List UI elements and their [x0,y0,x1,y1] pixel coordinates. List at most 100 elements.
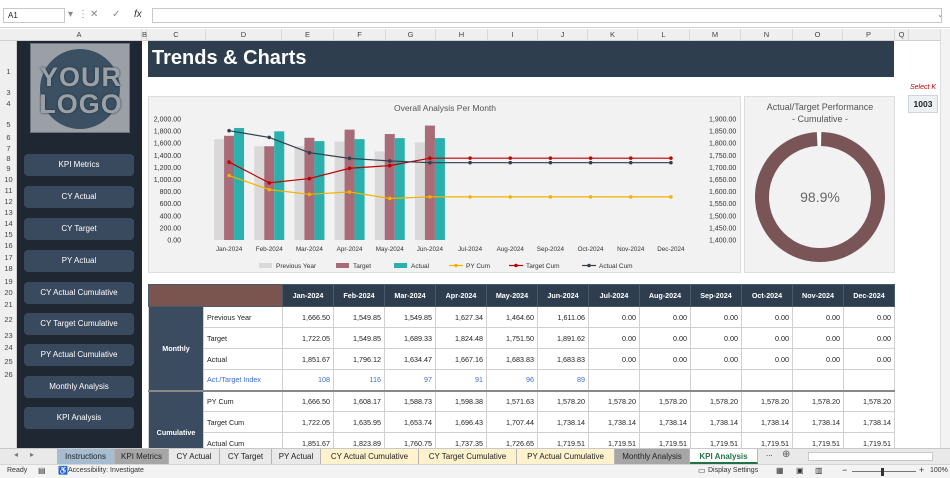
table-cell[interactable]: 1,751.50 [486,327,538,349]
table-cell[interactable]: 1,824.48 [435,327,487,349]
tab-scroll-left-icon[interactable]: ◂ [14,450,19,459]
row-header-12[interactable]: 12 [4,197,13,206]
column-header-b[interactable]: B [142,29,148,41]
point-py-cum[interactable] [387,196,392,201]
point-actual-cum[interactable] [307,150,312,155]
bar-target[interactable] [384,134,395,240]
bar-target[interactable] [424,125,435,240]
table-cell[interactable]: 1,707.44 [486,411,538,433]
bar-actual[interactable] [314,141,325,240]
row-header-11[interactable]: 11 [4,186,13,195]
table-cell[interactable]: 1,588.73 [384,389,436,412]
table-cell[interactable]: 96 [486,369,538,391]
table-cell[interactable]: 0.00 [690,348,742,370]
table-cell[interactable]: 1,578.20 [741,389,793,412]
table-cell[interactable]: 1,722.05 [282,327,334,349]
table-cell[interactable]: 1,667.16 [435,348,487,370]
table-cell[interactable]: 1,627.34 [435,306,487,328]
table-cell[interactable]: 1,796.12 [333,348,385,370]
formula-input[interactable] [152,8,942,23]
row-header-20[interactable]: 20 [4,288,13,297]
point-target-cum[interactable] [669,156,673,160]
table-cell[interactable]: 1,738.14 [588,411,640,433]
sheet-tab-py-actual-cumulative[interactable]: PY Actual Cumulative [517,449,615,464]
table-cell[interactable]: 0.00 [741,348,793,370]
point-py-cum[interactable] [307,192,312,197]
nav-button-cy-target-cumulative[interactable]: CY Target Cumulative [24,313,134,335]
table-cell[interactable]: 0.00 [639,327,691,349]
row-header-13[interactable]: 13 [4,208,13,217]
column-header-j[interactable]: J [538,29,588,41]
zoom-out-icon[interactable]: − [842,465,848,475]
page-break-icon[interactable]: ▥ [815,466,823,475]
point-actual-cum[interactable] [548,160,553,165]
point-target-cum[interactable] [508,156,513,160]
row-header-23[interactable]: 23 [4,331,13,340]
point-target-cum[interactable] [548,156,553,160]
point-target-cum[interactable] [468,156,472,160]
row-label[interactable]: PY Cum [203,389,283,412]
accessibility-icon[interactable]: ♿ [58,466,68,475]
table-cell[interactable]: 1,578.20 [537,389,589,412]
point-py-cum[interactable] [548,195,553,199]
sheet-tab-instructions[interactable]: Instructions [57,449,115,464]
column-header-f[interactable]: F [334,29,386,41]
row-header-14[interactable]: 14 [4,219,13,228]
table-cell[interactable]: 0.00 [792,306,844,328]
sheet-tab-cy-actual-cumulative[interactable]: CY Actual Cumulative [321,449,419,464]
horizontal-scrollbar[interactable] [808,452,933,461]
sheet-tab-cy-actual[interactable]: CY Actual [169,449,220,464]
bar-target[interactable] [344,129,355,240]
column-header-c[interactable]: C [147,29,206,41]
table-cell[interactable]: 1,571.63 [486,389,538,412]
point-target-cum[interactable] [428,156,432,160]
point-target-cum[interactable] [628,156,633,160]
tabs-more[interactable]: ... [766,449,773,458]
column-header-d[interactable]: D [206,29,282,41]
table-cell[interactable]: 1,598.38 [435,389,487,412]
table-cell[interactable]: 1,738.14 [792,411,844,433]
bar-previous-year[interactable] [254,146,265,240]
point-py-cum[interactable] [468,195,472,199]
bar-actual[interactable] [274,131,285,240]
table-cell[interactable]: 0.00 [843,306,895,328]
column-header-n[interactable]: N [741,29,793,41]
table-cell[interactable]: 1,578.20 [792,389,844,412]
point-target-cum[interactable] [347,166,352,171]
point-target-cum[interactable] [588,156,593,160]
table-cell[interactable]: 1,549.85 [384,306,436,328]
point-actual-cum[interactable] [387,159,392,163]
bar-target[interactable] [224,135,235,240]
row-label[interactable]: Target [203,327,283,349]
performance-donut-chart[interactable]: Actual/Target Performance - Cumulative - 9… [744,96,895,273]
point-actual-cum[interactable] [628,160,633,165]
nav-button-kpi-analysis[interactable]: KPI Analysis [24,407,134,429]
table-cell[interactable]: 1,611.06 [537,306,589,328]
line-actual-cum[interactable] [228,130,671,164]
table-cell[interactable]: 1,635.95 [333,411,385,433]
row-header-25[interactable]: 25 [4,357,13,366]
point-target-cum[interactable] [227,160,231,164]
add-sheet-icon[interactable]: ⊕ [782,449,791,460]
row-header-22[interactable]: 22 [4,315,13,324]
display-settings-icon[interactable]: ▭ [698,466,706,475]
sheet-tab-cy-target-cumulative[interactable]: CY Target Cumulative [419,449,517,464]
table-cell[interactable]: 0.00 [843,348,895,370]
column-header-i[interactable]: I [488,29,538,41]
table-cell[interactable]: 0.00 [639,348,691,370]
sheet-tab-kpi-analysis[interactable]: KPI Analysis [690,449,758,464]
sheet-view-icon[interactable]: ▤ [38,466,46,475]
nav-button-py-actual[interactable]: PY Actual [24,250,134,272]
table-cell[interactable]: 0.00 [588,306,640,328]
expand-formula-icon[interactable]: ⌄ [937,10,944,19]
nav-button-cy-actual-cumulative[interactable]: CY Actual Cumulative [24,282,134,304]
bar-target[interactable] [264,146,275,240]
column-header-k[interactable]: K [588,29,638,41]
table-cell[interactable]: 0.00 [792,348,844,370]
line-py-cum[interactable] [228,174,671,200]
table-cell[interactable]: 1,653.74 [384,411,436,433]
column-header-l[interactable]: L [638,29,690,41]
column-header-e[interactable]: E [282,29,334,41]
table-cell[interactable]: 0.00 [588,348,640,370]
table-cell[interactable]: 0.00 [741,306,793,328]
